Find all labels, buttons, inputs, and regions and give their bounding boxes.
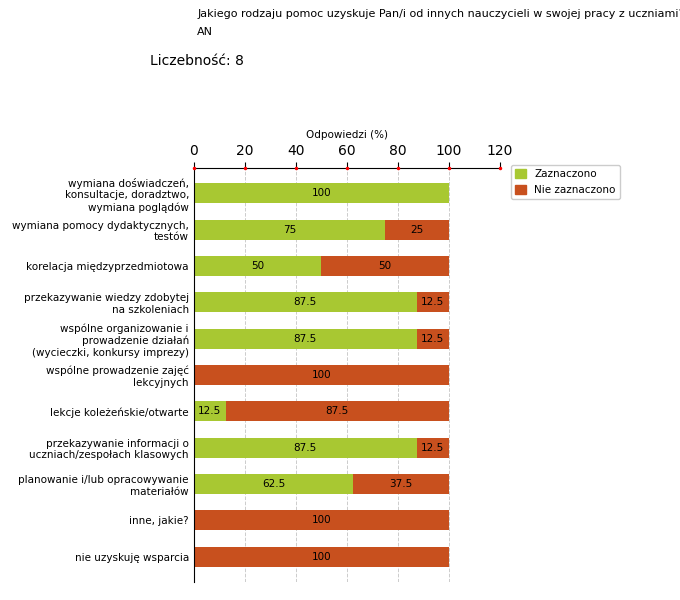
Text: 75: 75 — [283, 225, 296, 235]
Bar — [194, 437, 417, 458]
Text: 87.5: 87.5 — [326, 406, 349, 416]
Text: AN: AN — [197, 27, 214, 37]
Bar — [194, 256, 321, 276]
Text: 12.5: 12.5 — [421, 298, 445, 307]
Text: 12.5: 12.5 — [421, 443, 445, 452]
Bar — [321, 256, 449, 276]
Bar — [194, 292, 417, 313]
Text: Jakiego rodzaju pomoc uzyskuje Pan/i od innych nauczycieli w swojej pracy z uczn: Jakiego rodzaju pomoc uzyskuje Pan/i od … — [197, 9, 680, 19]
Bar — [417, 329, 449, 349]
Legend: Zaznaczono, Nie zaznaczono: Zaznaczono, Nie zaznaczono — [511, 165, 619, 199]
Text: Liczebność: 8: Liczebność: 8 — [150, 54, 243, 68]
Bar — [194, 510, 449, 530]
Bar — [226, 401, 449, 421]
Text: 100: 100 — [311, 515, 331, 525]
Text: 12.5: 12.5 — [421, 334, 445, 344]
Bar — [194, 220, 385, 240]
Text: 100: 100 — [311, 188, 331, 199]
Bar — [417, 437, 449, 458]
Bar — [194, 401, 226, 421]
Text: 25: 25 — [410, 225, 424, 235]
Text: 100: 100 — [311, 551, 331, 562]
Bar — [417, 292, 449, 313]
Bar — [194, 547, 449, 566]
Text: 87.5: 87.5 — [294, 298, 317, 307]
Text: 87.5: 87.5 — [294, 443, 317, 452]
Text: 50: 50 — [251, 261, 264, 271]
Text: 87.5: 87.5 — [294, 334, 317, 344]
Text: 62.5: 62.5 — [262, 479, 285, 489]
Bar — [194, 474, 353, 494]
X-axis label: Odpowiedzi (%): Odpowiedzi (%) — [306, 130, 388, 140]
Bar — [385, 220, 449, 240]
Bar — [194, 184, 449, 203]
Text: 12.5: 12.5 — [198, 406, 222, 416]
Text: 50: 50 — [379, 261, 392, 271]
Bar — [194, 365, 449, 385]
Text: 100: 100 — [311, 370, 331, 380]
Text: 37.5: 37.5 — [390, 479, 413, 489]
Bar — [194, 329, 417, 349]
Bar — [353, 474, 449, 494]
